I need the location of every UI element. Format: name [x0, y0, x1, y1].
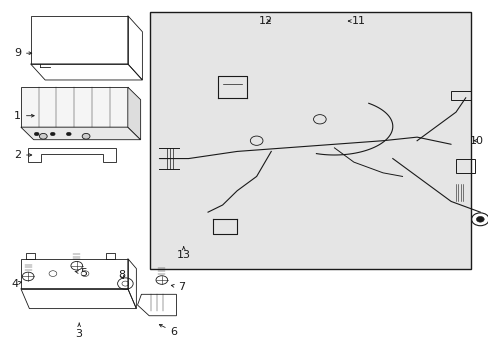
- Polygon shape: [21, 127, 141, 140]
- Polygon shape: [127, 87, 141, 140]
- Bar: [450, 91, 469, 100]
- Text: 4: 4: [11, 279, 21, 289]
- Circle shape: [40, 134, 47, 139]
- Text: 11: 11: [348, 16, 365, 26]
- Text: 8: 8: [118, 270, 125, 280]
- Text: 3: 3: [76, 323, 82, 339]
- Text: 6: 6: [159, 324, 177, 337]
- Text: 9: 9: [14, 48, 32, 58]
- Text: 1: 1: [14, 111, 34, 121]
- Text: 7: 7: [171, 282, 184, 292]
- Bar: [455, 158, 474, 173]
- Polygon shape: [21, 87, 127, 127]
- Bar: [149, 12, 469, 269]
- Circle shape: [66, 132, 71, 136]
- Text: 2: 2: [14, 150, 32, 160]
- Circle shape: [82, 134, 90, 139]
- Circle shape: [34, 132, 39, 136]
- Circle shape: [50, 132, 55, 136]
- Circle shape: [475, 216, 483, 222]
- Text: 10: 10: [469, 136, 483, 146]
- Text: 12: 12: [259, 16, 273, 26]
- Text: 5: 5: [75, 268, 87, 278]
- Text: 13: 13: [176, 247, 190, 260]
